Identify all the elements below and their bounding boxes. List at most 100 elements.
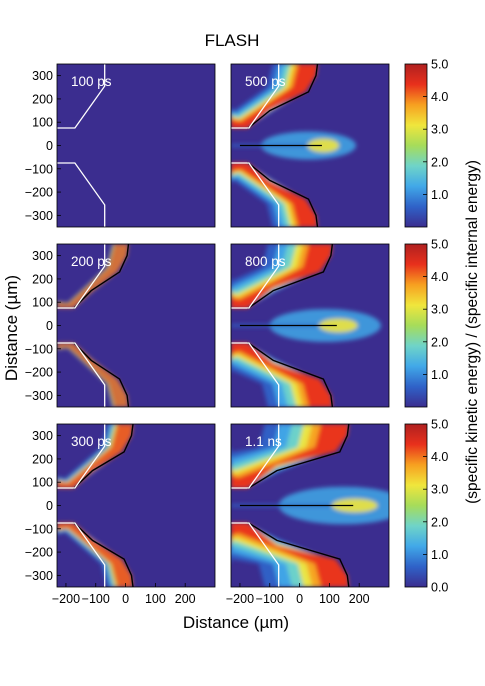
panel-time-label: 300 ps <box>71 434 112 449</box>
y-tick-label: −300 <box>25 389 53 403</box>
y-tick-label: −200 <box>25 546 53 560</box>
panel-3: 200 ps 300 200 100 0 −100 −200 −300 <box>25 243 216 408</box>
panel-time-label: 500 ps <box>245 74 286 89</box>
colorbar-tick-label: 1.0 <box>431 368 448 382</box>
target-outline <box>231 424 280 489</box>
y-tick-label: 100 <box>32 116 53 130</box>
target-outline <box>57 162 106 227</box>
y-tick-label: −200 <box>25 186 53 200</box>
x-tick-label: 200 <box>175 592 196 606</box>
upper-plume <box>57 424 133 489</box>
colorbar-3: 5.0 4.0 3.0 2.0 1.0 0.0 <box>404 418 448 595</box>
colorbar-tick-label: 2.0 <box>431 515 448 529</box>
colorbar-tick-label: 3.0 <box>431 123 448 137</box>
panel-frame <box>230 243 390 408</box>
panel-time-label: 1.1 ns <box>245 434 282 449</box>
panel-1: 100 ps 300 200 100 0 −100 −200 −300 <box>25 63 216 228</box>
panel-time-label: 100 ps <box>71 74 112 89</box>
x-tick-label: −100 <box>256 592 284 606</box>
colorbar-tick-label: 4.0 <box>431 270 448 284</box>
y-tick-label: 200 <box>32 452 53 466</box>
colorbar-tick-label: 0.0 <box>431 581 448 595</box>
y-tick-label: 200 <box>32 92 53 106</box>
y-tick-label: 0 <box>46 139 53 153</box>
front-contour <box>72 244 130 310</box>
front-contour <box>72 341 130 407</box>
colorbar-tick-label: 2.0 <box>431 155 448 169</box>
panel-background <box>57 244 215 407</box>
front-contour <box>247 424 350 490</box>
y-tick-label: 0 <box>46 499 53 513</box>
colorbar-gradient <box>404 63 428 228</box>
x-tick-label: 200 <box>349 592 370 606</box>
panel-frame <box>230 63 390 228</box>
y-tick-label: −100 <box>25 522 53 536</box>
panel-background <box>57 64 215 227</box>
colorbar-tick-label: 2.0 <box>431 335 448 349</box>
y-tick-label: −100 <box>25 342 53 356</box>
chart-title: FLASH <box>205 31 260 50</box>
target-outline <box>57 64 106 129</box>
target-outline <box>231 522 280 587</box>
x-tick-label: 100 <box>145 592 166 606</box>
lower-plume <box>57 522 133 587</box>
colorbar-label: (specific kinetic energy) / (specific in… <box>464 160 481 504</box>
panel-6: 1.1 ns −200 −100 0 100 200 <box>226 423 390 606</box>
y-tick-label: 300 <box>32 429 53 443</box>
x-axis-label: Distance (µm) <box>183 613 289 632</box>
y-tick-label: 100 <box>32 296 53 310</box>
front-contour <box>72 424 134 490</box>
y-tick-label: −200 <box>25 366 53 380</box>
y-tick-label: 100 <box>32 476 53 490</box>
target-outline <box>57 522 106 587</box>
y-tick-label: −300 <box>25 209 53 223</box>
x-tick-label: −200 <box>52 592 80 606</box>
x-tick-label: −200 <box>226 592 254 606</box>
panel-4: 800 ps <box>230 243 390 408</box>
target-outline <box>231 342 280 407</box>
colorbar-tick-label: 1.0 <box>431 548 448 562</box>
colorbar-1: 5.0 4.0 3.0 2.0 1.0 <box>404 58 448 228</box>
target-outline <box>57 424 106 489</box>
x-tick-label: −100 <box>82 592 110 606</box>
target-outline <box>57 244 106 309</box>
lower-plume <box>231 342 333 407</box>
target-outline <box>231 244 280 309</box>
x-tick-label: 0 <box>296 592 303 606</box>
front-contour <box>247 521 350 587</box>
x-tick-label: 0 <box>122 592 129 606</box>
colorbar-tick-label: 5.0 <box>431 238 448 252</box>
target-outline <box>231 64 280 129</box>
panel-time-label: 200 ps <box>71 254 112 269</box>
upper-plume <box>57 244 129 309</box>
upper-plume <box>231 64 318 129</box>
colorbar-tick-label: 4.0 <box>431 450 448 464</box>
y-tick-label: 300 <box>32 249 53 263</box>
panel-2: 500 ps <box>230 63 390 228</box>
lower-plume <box>231 162 318 227</box>
colorbar-tick-label: 1.0 <box>431 188 448 202</box>
target-outline <box>231 162 280 227</box>
y-tick-label: −100 <box>25 162 53 176</box>
front-contour <box>246 244 334 310</box>
y-tick-label: 300 <box>32 69 53 83</box>
y-tick-label: 200 <box>32 272 53 286</box>
panel-time-label: 800 ps <box>245 254 286 269</box>
lower-plume <box>57 342 129 407</box>
front-contour <box>72 521 134 587</box>
y-tick-label: −300 <box>25 569 53 583</box>
colorbar-tick-label: 4.0 <box>431 90 448 104</box>
colorbar-gradient <box>404 423 428 588</box>
colorbar-gradient <box>404 243 428 408</box>
x-tick-label: 100 <box>319 592 340 606</box>
colorbar-tick-label: 3.0 <box>431 303 448 317</box>
colorbar-tick-label: 5.0 <box>431 58 448 72</box>
y-tick-label: 0 <box>46 319 53 333</box>
front-contour <box>246 161 319 227</box>
target-outline <box>57 342 106 407</box>
colorbar-2: 5.0 4.0 3.0 2.0 1.0 <box>404 238 448 408</box>
y-axis-label: Distance (µm) <box>2 275 21 381</box>
